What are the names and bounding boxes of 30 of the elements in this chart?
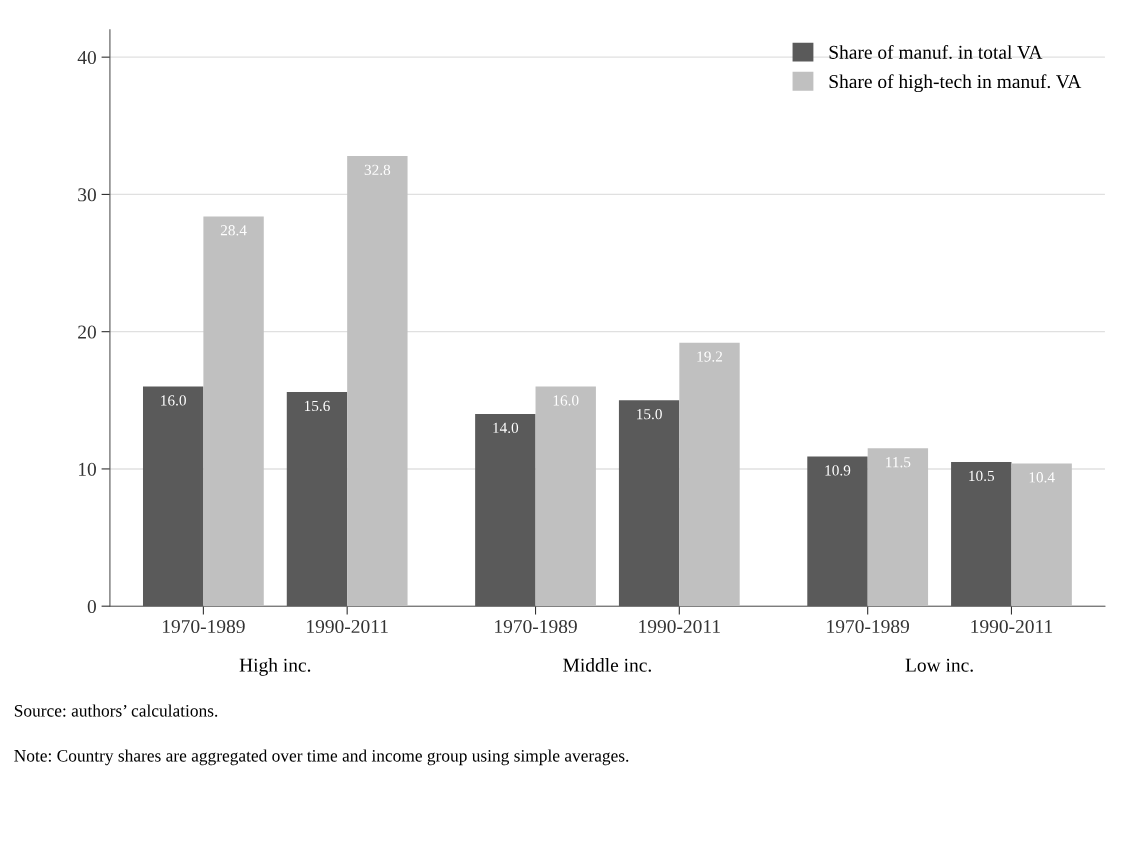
data-label: 28.4 — [220, 225, 247, 236]
data-label: 32.8 — [364, 164, 391, 176]
data-label: 14.0 — [493, 422, 519, 434]
data-label: 15.0 — [637, 408, 662, 420]
legend-label: Share of manuf. in total VA — [829, 45, 1043, 59]
x-tick-label: 1970-1989 — [827, 619, 910, 634]
data-label: 11.5 — [886, 457, 911, 468]
text: Note: Country shares are aggregated over time and income group using simple averages. — [14, 749, 629, 766]
y-tick-label: 0 — [87, 600, 96, 614]
data-label: 10.9 — [825, 465, 851, 476]
y-tick-label: 20 — [78, 325, 96, 339]
data-label: 16.0 — [161, 395, 186, 406]
x-tick-label: 1990-2011 — [307, 619, 388, 634]
y-tick-label: 10 — [78, 462, 96, 476]
x-tick-label: 1990-2011 — [639, 619, 720, 634]
data-label: 19.2 — [697, 351, 723, 362]
text: Middle inc. — [563, 658, 651, 672]
x-tick-label: 1990-2011 — [971, 619, 1053, 634]
y-tick-label: 40 — [77, 50, 96, 65]
data-label: 10.4 — [1029, 472, 1055, 483]
x-tick-label: 1970-1989 — [495, 619, 577, 634]
x-tick-label: 1970-1989 — [162, 619, 245, 634]
data-label: 15.6 — [304, 400, 330, 412]
legend-label: Share of high-tech in manuf. VA — [829, 74, 1082, 93]
data-label: 16.0 — [553, 395, 579, 406]
data-label: 10.5 — [969, 470, 995, 482]
text: High inc. — [239, 658, 311, 676]
text: Low inc. — [905, 658, 973, 672]
source-note: Source: authors’ calculations. — [14, 704, 218, 717]
y-tick-label: 30 — [78, 188, 96, 202]
